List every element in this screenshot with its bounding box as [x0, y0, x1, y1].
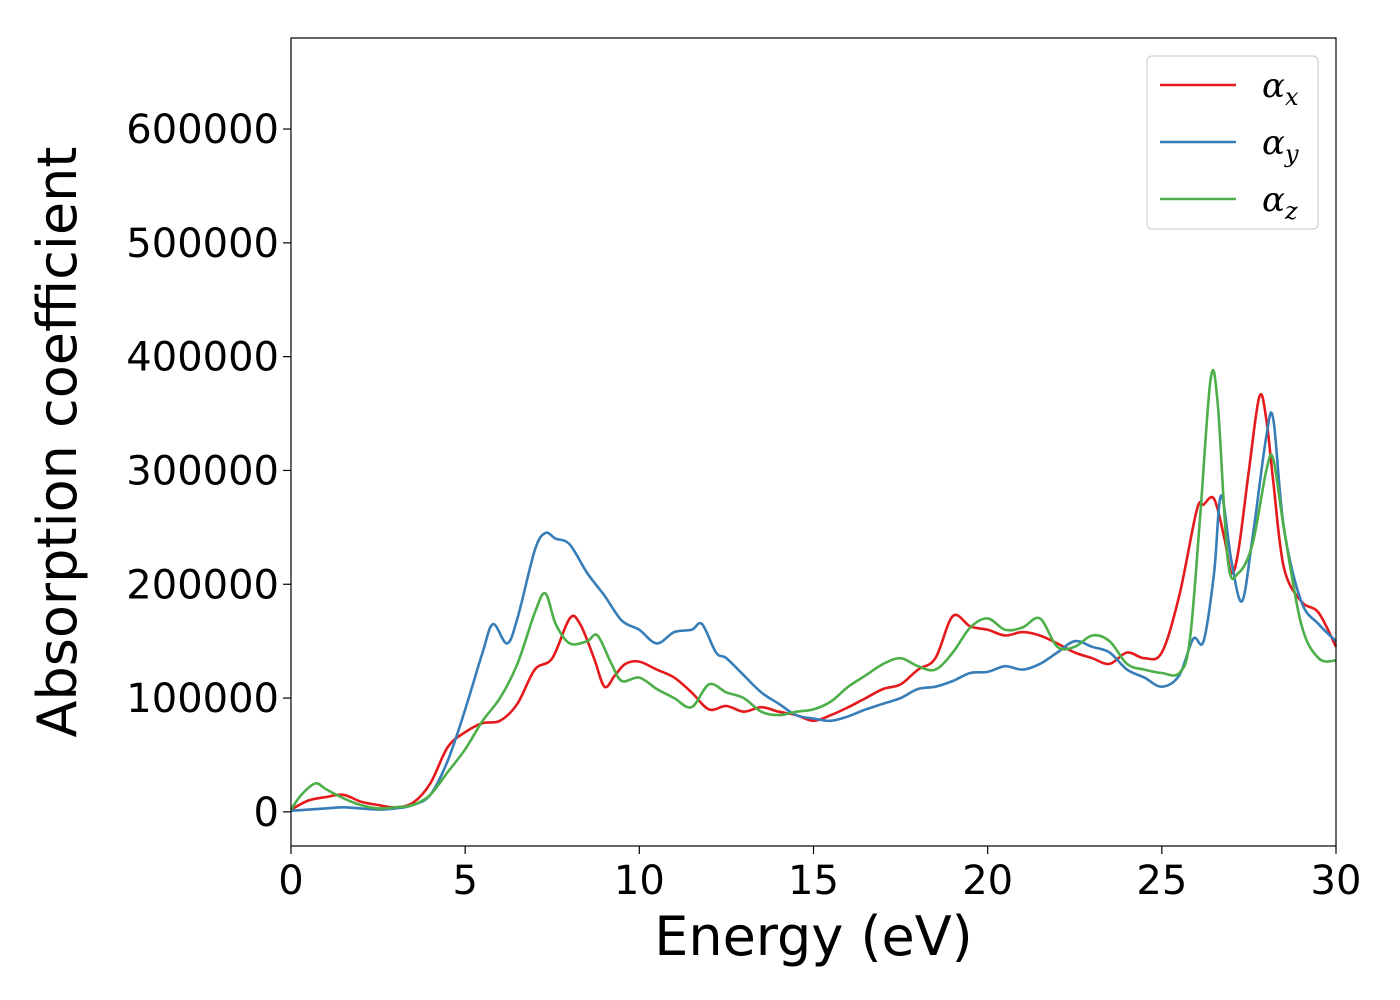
y-axis: 0 100000 200000 300000 400000 500000 600000 [126, 107, 291, 836]
y-axis-title: Absorption coefficient [26, 147, 89, 738]
y-tick-label: 600000 [126, 107, 279, 153]
legend: αx αy αz [1146, 55, 1319, 230]
x-tick-label: 25 [1136, 858, 1187, 904]
y-tick-label: 100000 [126, 676, 279, 722]
series-line-alpha-x [290, 393, 1338, 811]
series-layer [289, 368, 1338, 812]
legend-label-alpha-y: αy [1262, 123, 1299, 168]
y-tick-label: 200000 [126, 562, 279, 608]
series-line-alpha-y [290, 411, 1337, 812]
x-tick-label: 5 [452, 858, 477, 904]
x-axis-title: Energy (eV) [654, 905, 973, 968]
y-tick-label: 0 [254, 790, 279, 836]
x-tick-label: 0 [278, 858, 303, 904]
y-tick-label: 300000 [126, 448, 279, 494]
x-axis: 0 5 10 15 20 25 30 [278, 846, 1361, 904]
x-tick-label: 10 [614, 858, 665, 904]
legend-label-alpha-z: αz [1262, 180, 1298, 225]
x-tick-label: 15 [788, 858, 839, 904]
x-tick-label: 30 [1311, 858, 1362, 904]
series-line-alpha-z [289, 368, 1337, 811]
y-tick-label: 400000 [126, 335, 279, 381]
x-tick-label: 20 [962, 858, 1013, 904]
legend-label-alpha-x: αx [1262, 66, 1299, 111]
y-tick-label: 500000 [126, 221, 279, 267]
